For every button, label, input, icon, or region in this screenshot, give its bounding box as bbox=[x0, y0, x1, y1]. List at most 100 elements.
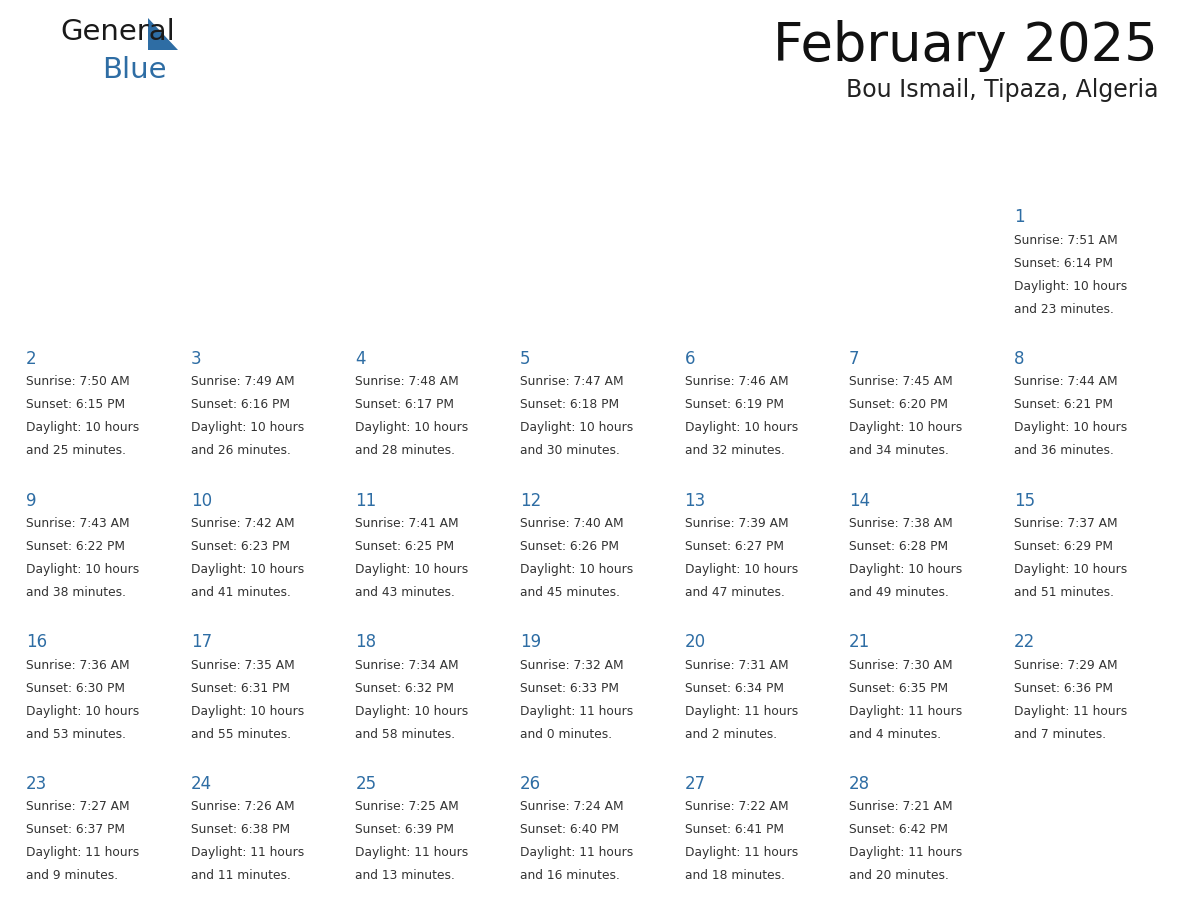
Text: 20: 20 bbox=[684, 633, 706, 651]
Text: Sunrise: 7:43 AM: Sunrise: 7:43 AM bbox=[26, 517, 129, 530]
Text: Daylight: 10 hours: Daylight: 10 hours bbox=[26, 421, 139, 434]
Text: 15: 15 bbox=[1013, 491, 1035, 509]
Text: and 13 minutes.: and 13 minutes. bbox=[355, 869, 455, 882]
Text: Sunrise: 7:29 AM: Sunrise: 7:29 AM bbox=[1013, 658, 1117, 671]
Text: 12: 12 bbox=[520, 491, 542, 509]
Text: Sunrise: 7:45 AM: Sunrise: 7:45 AM bbox=[849, 375, 953, 388]
Text: Sunset: 6:29 PM: Sunset: 6:29 PM bbox=[1013, 540, 1113, 553]
Text: Sunset: 6:30 PM: Sunset: 6:30 PM bbox=[26, 681, 125, 695]
Text: Sunrise: 7:25 AM: Sunrise: 7:25 AM bbox=[355, 800, 459, 813]
Text: Sunrise: 7:34 AM: Sunrise: 7:34 AM bbox=[355, 658, 459, 671]
Text: Sunrise: 7:41 AM: Sunrise: 7:41 AM bbox=[355, 517, 459, 530]
Text: Sunset: 6:22 PM: Sunset: 6:22 PM bbox=[26, 540, 125, 553]
Text: 9: 9 bbox=[26, 491, 37, 509]
Text: and 41 minutes.: and 41 minutes. bbox=[191, 586, 291, 599]
Text: Sunset: 6:36 PM: Sunset: 6:36 PM bbox=[1013, 681, 1113, 695]
Text: Sunrise: 7:26 AM: Sunrise: 7:26 AM bbox=[191, 800, 295, 813]
Text: and 43 minutes.: and 43 minutes. bbox=[355, 586, 455, 599]
Text: Daylight: 11 hours: Daylight: 11 hours bbox=[684, 705, 798, 718]
Text: and 23 minutes.: and 23 minutes. bbox=[1013, 303, 1113, 316]
Text: and 30 minutes.: and 30 minutes. bbox=[520, 444, 620, 457]
Text: Tuesday: Tuesday bbox=[358, 172, 423, 186]
Text: Daylight: 10 hours: Daylight: 10 hours bbox=[849, 421, 962, 434]
Text: 25: 25 bbox=[355, 775, 377, 793]
Text: and 58 minutes.: and 58 minutes. bbox=[355, 728, 455, 741]
Text: Sunset: 6:14 PM: Sunset: 6:14 PM bbox=[1013, 257, 1113, 270]
Text: and 20 minutes.: and 20 minutes. bbox=[849, 869, 949, 882]
Text: and 45 minutes.: and 45 minutes. bbox=[520, 586, 620, 599]
Text: Daylight: 11 hours: Daylight: 11 hours bbox=[26, 846, 139, 859]
Text: and 25 minutes.: and 25 minutes. bbox=[26, 444, 126, 457]
Text: Sunrise: 7:35 AM: Sunrise: 7:35 AM bbox=[191, 658, 295, 671]
Text: and 16 minutes.: and 16 minutes. bbox=[520, 869, 620, 882]
Text: Saturday: Saturday bbox=[1016, 172, 1088, 186]
Text: 11: 11 bbox=[355, 491, 377, 509]
Text: Sunrise: 7:38 AM: Sunrise: 7:38 AM bbox=[849, 517, 953, 530]
Text: Sunrise: 7:30 AM: Sunrise: 7:30 AM bbox=[849, 658, 953, 671]
Text: Sunset: 6:20 PM: Sunset: 6:20 PM bbox=[849, 398, 948, 411]
Text: Sunset: 6:18 PM: Sunset: 6:18 PM bbox=[520, 398, 619, 411]
Text: Daylight: 10 hours: Daylight: 10 hours bbox=[191, 563, 304, 576]
Text: Sunrise: 7:36 AM: Sunrise: 7:36 AM bbox=[26, 658, 129, 671]
Text: Sunrise: 7:46 AM: Sunrise: 7:46 AM bbox=[684, 375, 788, 388]
Text: and 38 minutes.: and 38 minutes. bbox=[26, 586, 126, 599]
Text: Sunset: 6:27 PM: Sunset: 6:27 PM bbox=[684, 540, 784, 553]
Text: and 18 minutes.: and 18 minutes. bbox=[684, 869, 784, 882]
Text: 2: 2 bbox=[26, 350, 37, 368]
Text: Daylight: 11 hours: Daylight: 11 hours bbox=[520, 705, 633, 718]
Text: Sunset: 6:31 PM: Sunset: 6:31 PM bbox=[191, 681, 290, 695]
Text: 14: 14 bbox=[849, 491, 871, 509]
Text: Daylight: 11 hours: Daylight: 11 hours bbox=[1013, 705, 1127, 718]
Text: Sunrise: 7:24 AM: Sunrise: 7:24 AM bbox=[520, 800, 624, 813]
Text: Daylight: 11 hours: Daylight: 11 hours bbox=[684, 846, 798, 859]
Text: Wednesday: Wednesday bbox=[522, 172, 614, 186]
Text: Sunrise: 7:37 AM: Sunrise: 7:37 AM bbox=[1013, 517, 1117, 530]
Text: 23: 23 bbox=[26, 775, 48, 793]
Text: and 34 minutes.: and 34 minutes. bbox=[849, 444, 949, 457]
Text: 21: 21 bbox=[849, 633, 871, 651]
Text: Blue: Blue bbox=[102, 56, 166, 84]
Text: Daylight: 10 hours: Daylight: 10 hours bbox=[26, 563, 139, 576]
Text: Sunrise: 7:27 AM: Sunrise: 7:27 AM bbox=[26, 800, 129, 813]
Text: 1: 1 bbox=[1013, 208, 1024, 227]
Text: and 4 minutes.: and 4 minutes. bbox=[849, 728, 941, 741]
Text: Sunset: 6:35 PM: Sunset: 6:35 PM bbox=[849, 681, 948, 695]
Text: Sunset: 6:21 PM: Sunset: 6:21 PM bbox=[1013, 398, 1113, 411]
Text: Thursday: Thursday bbox=[687, 172, 762, 186]
Text: Sunrise: 7:47 AM: Sunrise: 7:47 AM bbox=[520, 375, 624, 388]
Text: and 26 minutes.: and 26 minutes. bbox=[191, 444, 291, 457]
Text: and 11 minutes.: and 11 minutes. bbox=[191, 869, 291, 882]
Text: Daylight: 10 hours: Daylight: 10 hours bbox=[1013, 563, 1127, 576]
Text: Monday: Monday bbox=[192, 172, 255, 186]
Text: Sunrise: 7:32 AM: Sunrise: 7:32 AM bbox=[520, 658, 624, 671]
Text: Daylight: 10 hours: Daylight: 10 hours bbox=[191, 421, 304, 434]
Text: 28: 28 bbox=[849, 775, 871, 793]
Text: Sunrise: 7:50 AM: Sunrise: 7:50 AM bbox=[26, 375, 129, 388]
Text: 19: 19 bbox=[520, 633, 541, 651]
Text: Sunset: 6:25 PM: Sunset: 6:25 PM bbox=[355, 540, 455, 553]
Text: 24: 24 bbox=[191, 775, 211, 793]
Text: Sunset: 6:33 PM: Sunset: 6:33 PM bbox=[520, 681, 619, 695]
Text: Daylight: 10 hours: Daylight: 10 hours bbox=[1013, 421, 1127, 434]
Text: Bou Ismail, Tipaza, Algeria: Bou Ismail, Tipaza, Algeria bbox=[846, 78, 1158, 102]
Text: Sunset: 6:15 PM: Sunset: 6:15 PM bbox=[26, 398, 126, 411]
Text: Daylight: 11 hours: Daylight: 11 hours bbox=[355, 846, 468, 859]
Text: Sunset: 6:28 PM: Sunset: 6:28 PM bbox=[849, 540, 948, 553]
Text: Sunrise: 7:42 AM: Sunrise: 7:42 AM bbox=[191, 517, 295, 530]
Text: Sunday: Sunday bbox=[27, 172, 88, 186]
Text: Sunset: 6:42 PM: Sunset: 6:42 PM bbox=[849, 823, 948, 836]
Text: Sunset: 6:34 PM: Sunset: 6:34 PM bbox=[684, 681, 784, 695]
Text: 7: 7 bbox=[849, 350, 860, 368]
Text: and 47 minutes.: and 47 minutes. bbox=[684, 586, 784, 599]
Text: Sunset: 6:41 PM: Sunset: 6:41 PM bbox=[684, 823, 784, 836]
Text: Sunset: 6:23 PM: Sunset: 6:23 PM bbox=[191, 540, 290, 553]
Polygon shape bbox=[148, 18, 178, 50]
Text: 3: 3 bbox=[191, 350, 202, 368]
Text: Sunrise: 7:40 AM: Sunrise: 7:40 AM bbox=[520, 517, 624, 530]
Text: 5: 5 bbox=[520, 350, 531, 368]
Text: and 53 minutes.: and 53 minutes. bbox=[26, 728, 126, 741]
Text: 17: 17 bbox=[191, 633, 211, 651]
Text: Daylight: 11 hours: Daylight: 11 hours bbox=[191, 846, 304, 859]
Text: Daylight: 10 hours: Daylight: 10 hours bbox=[191, 705, 304, 718]
Text: and 2 minutes.: and 2 minutes. bbox=[684, 728, 777, 741]
